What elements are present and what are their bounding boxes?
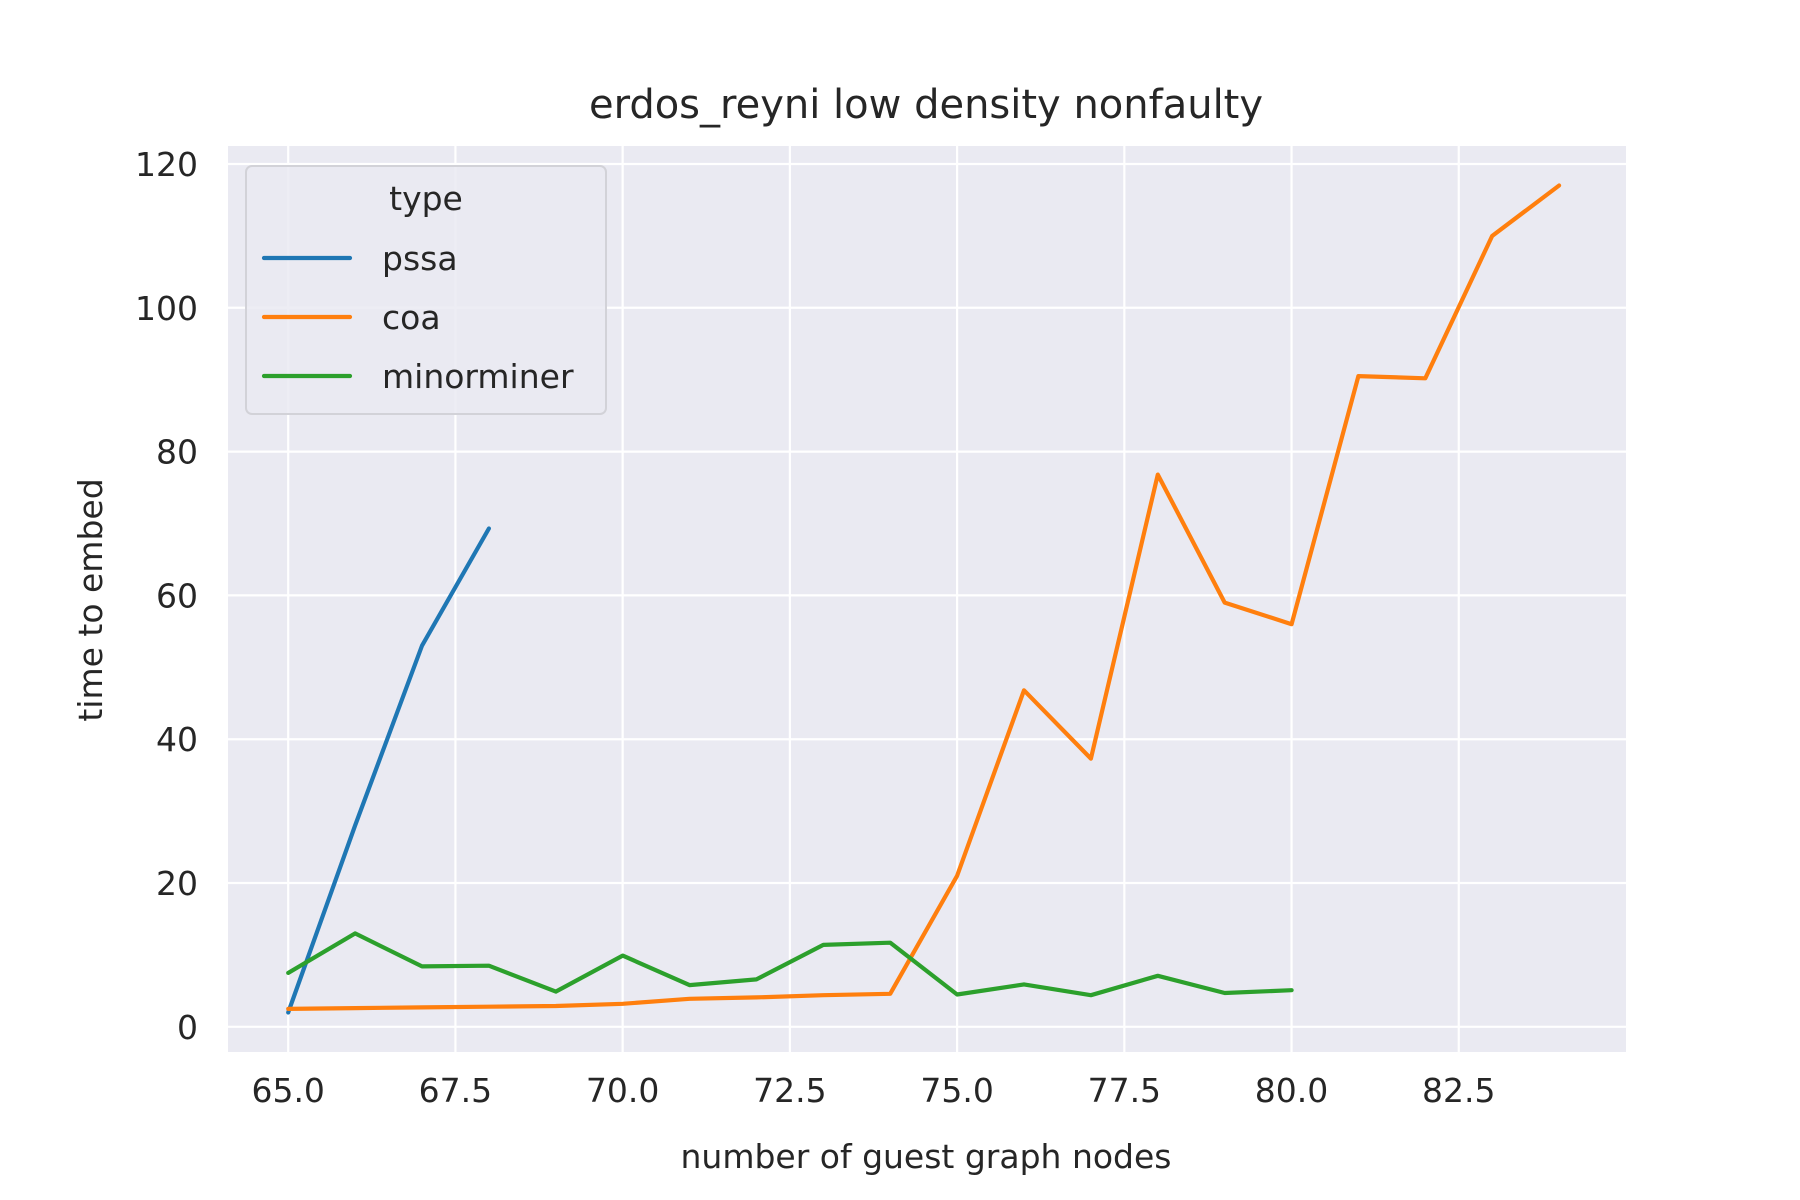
legend: type pssa coa minorminer xyxy=(245,165,607,415)
x-tick-label: 75.0 xyxy=(920,1071,993,1110)
series-line-pssa xyxy=(286,526,491,1015)
gridlines xyxy=(228,146,1626,1052)
y-axis-label: time to embed xyxy=(71,478,110,721)
legend-box xyxy=(245,165,607,415)
x-tick-label: 72.5 xyxy=(753,1071,826,1110)
chart-title: erdos_reyni low density nonfaulty xyxy=(589,82,1263,128)
x-axis-ticks: 65.0 67.5 70.0 72.5 75.0 77.5 80.0 82.5 xyxy=(251,1071,1495,1110)
x-tick-label: 67.5 xyxy=(419,1071,492,1110)
y-tick-label: 20 xyxy=(156,864,198,903)
series-lines xyxy=(286,183,1562,1015)
legend-label-pssa: pssa xyxy=(382,239,458,278)
x-tick-label: 82.5 xyxy=(1422,1071,1495,1110)
legend-label-coa: coa xyxy=(382,298,441,337)
legend-title: type xyxy=(389,179,463,218)
y-tick-label: 0 xyxy=(177,1008,198,1047)
series-line-minorminer xyxy=(286,931,1294,998)
y-axis-ticks: 0 20 40 60 80 100 120 xyxy=(135,145,198,1047)
y-tick-label: 100 xyxy=(135,289,198,328)
y-tick-label: 60 xyxy=(156,576,198,615)
x-axis-label: number of guest graph nodes xyxy=(680,1137,1171,1176)
x-tick-label: 80.0 xyxy=(1255,1071,1328,1110)
y-tick-label: 40 xyxy=(156,720,198,759)
legend-label-minorminer: minorminer xyxy=(382,357,574,396)
x-tick-label: 77.5 xyxy=(1088,1071,1161,1110)
y-tick-label: 80 xyxy=(156,433,198,472)
y-tick-label: 120 xyxy=(135,145,198,184)
x-tick-label: 65.0 xyxy=(251,1071,324,1110)
x-tick-label: 70.0 xyxy=(586,1071,659,1110)
series-line-coa xyxy=(286,183,1562,1012)
